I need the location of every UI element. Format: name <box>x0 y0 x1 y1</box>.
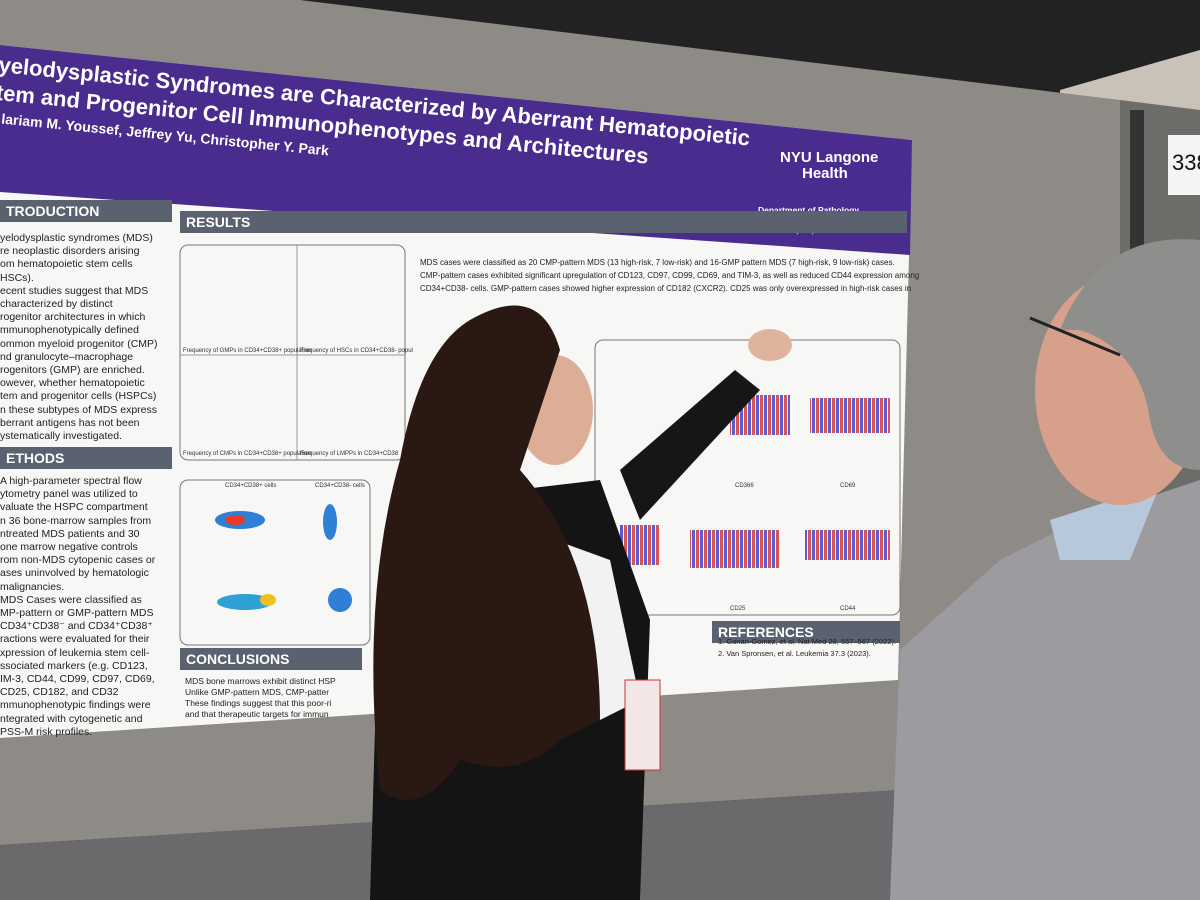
chart-label: Frequency of GMPs in CD34+CD38+ populati… <box>183 348 312 354</box>
text-line: om hematopoietic stem cells <box>0 258 133 271</box>
booth-card <box>1168 135 1200 195</box>
flow-density <box>328 588 352 612</box>
chart-label: Frequency of HSCs in CD34+CD38- popul <box>300 348 413 354</box>
text-line: PSS-M risk profiles. <box>0 725 93 738</box>
section-heading: REFERENCES <box>712 621 900 643</box>
chart-panel <box>179 244 406 461</box>
bullet: and that therapeutic targets for immun <box>185 709 329 719</box>
glasses <box>1029 316 1121 357</box>
marker-panel <box>594 339 901 616</box>
bullet: These findings suggest that this poor-ri <box>185 698 332 708</box>
intro-text: yelodysplastic syndromes (MDS) re neoplas… <box>0 232 158 443</box>
hair <box>373 305 600 800</box>
badge <box>624 679 661 771</box>
text-line: valuate the HSPC compartment <box>0 501 148 514</box>
conclusions-text: MDS bone marrows exhibit distinct HSP Unl… <box>185 676 336 720</box>
collar <box>1050 485 1160 560</box>
text-line: tem and progenitor cells (HSPCs) <box>0 390 157 403</box>
chart-label: Frequency of LMPPs in CD34+CD38 <box>300 451 399 457</box>
logo: NYU Langone Health <box>780 150 878 182</box>
flow-density <box>260 594 276 606</box>
bullet: CMP-pattern cases exhibited significant … <box>420 271 920 280</box>
reference: 1. Ganan-Gomez, et al. Nat Med 28, 557–5… <box>718 637 897 646</box>
reference: 2. Van Spronsen, et al. Leukemia 37.3 (2… <box>718 649 871 658</box>
text-line: re neoplastic disorders arising <box>0 245 140 258</box>
text-line: ommon myeloid progenitor (CMP) <box>0 337 158 350</box>
text-line: ntreated MDS patients and 30 <box>0 527 140 540</box>
ceiling-dark <box>300 0 1200 95</box>
text-line: malignancies. <box>0 580 65 593</box>
text-line: A high-parameter spectral flow <box>0 475 142 487</box>
marker-label: CD44 <box>840 606 856 612</box>
flow-label: CD34+CD38+ cells <box>225 483 277 489</box>
text-line: CD34⁺CD38⁻ and CD34⁺CD38⁺ <box>0 620 153 633</box>
text-line: ases uninvolved by hematologic <box>0 567 149 580</box>
text-line: HSCs). <box>0 271 34 284</box>
text-line: one marrow negative controls <box>0 541 138 554</box>
text-line: owever, whether hematopoietic <box>0 377 145 390</box>
text-line: MDS Cases were classified as <box>0 593 142 606</box>
text-line: ractions were evaluated for their <box>0 633 150 646</box>
text-line: yelodysplastic syndromes (MDS) <box>0 232 153 244</box>
affiliation-line: Department of Pathology <box>758 205 860 215</box>
text-line: rogenitors (GMP) are enriched. <box>0 364 145 377</box>
text-line: berrant antigens has not been <box>0 416 140 429</box>
text-line: n 36 bone-marrow samples from <box>0 514 152 527</box>
bullet: Unlike GMP-pattern MDS, CMP-patter <box>185 687 330 697</box>
text-line: rogenitor architectures in which <box>0 311 146 324</box>
logo-line: NYU Langone <box>780 149 879 166</box>
marker-label: CD25 <box>730 606 746 612</box>
text-line: ytometry panel was utilized to <box>0 488 138 501</box>
section-heading: ETHODS <box>0 447 172 469</box>
flow-density <box>323 504 337 540</box>
text-line: rom non-MDS cytopenic cases or <box>0 554 156 567</box>
flow-density <box>217 594 273 610</box>
booth-number: 338 <box>1172 150 1200 175</box>
hand <box>748 329 792 361</box>
title-band <box>0 45 912 255</box>
text-line: characterized by distinct <box>0 298 113 311</box>
flow-label: CD34+CD38- cells <box>315 483 365 489</box>
text-line: mmunophenotypic findings were <box>0 699 151 712</box>
text-line: CD25, CD182, and CD32 <box>0 686 119 699</box>
text-line: IM-3, CD44, CD99, CD97, CD69, <box>0 673 155 686</box>
suit <box>890 480 1200 900</box>
text-line: ecent studies suggest that MDS <box>0 284 149 297</box>
section-heading: TRODUCTION <box>0 200 172 222</box>
marker-label: CD69 <box>840 483 856 489</box>
methods-text: A high-parameter spectral flow ytometry p… <box>0 475 155 739</box>
section-heading: CONCLUSIONS <box>180 648 362 670</box>
text-line: MP-pattern or GMP-pattern MDS <box>0 607 154 620</box>
arm <box>620 370 760 520</box>
results-text: MDS cases were classified as 20 CMP-patt… <box>420 256 919 295</box>
logo-line: Health <box>802 165 848 182</box>
references-list: 1. Ganan-Gomez, et al. Nat Med 28, 557–5… <box>718 636 896 660</box>
text-line: ssociated markers (e.g. CD123, <box>0 659 148 672</box>
text-line: n these subtypes of MDS express <box>0 403 157 416</box>
chart-label: Frequency of CMPs in CD34+CD38+ populati… <box>183 451 312 457</box>
text-line: ystematically investigated. <box>0 430 122 443</box>
bars <box>690 530 780 568</box>
text-line: nd granulocyte–macrophage <box>0 350 134 363</box>
bars <box>810 398 890 433</box>
flow-density <box>225 515 245 525</box>
text-line: xpression of leukemia stem cell- <box>0 646 150 659</box>
bars <box>805 530 890 560</box>
marker-label: CD366 <box>735 483 754 489</box>
flow-panel <box>179 479 371 646</box>
text-line: mmunophenotypically defined <box>0 324 139 337</box>
bullet: CD34+CD38- cells. GMP-pattern cases show… <box>420 284 912 293</box>
text-line: ntegrated with cytogenetic and <box>0 712 143 725</box>
bullet: MDS cases were classified as 20 CMP-patt… <box>420 258 895 267</box>
section-heading: RESULTS <box>180 211 907 233</box>
bullet: MDS bone marrows exhibit distinct HSP <box>185 676 336 686</box>
hair <box>1060 239 1200 470</box>
